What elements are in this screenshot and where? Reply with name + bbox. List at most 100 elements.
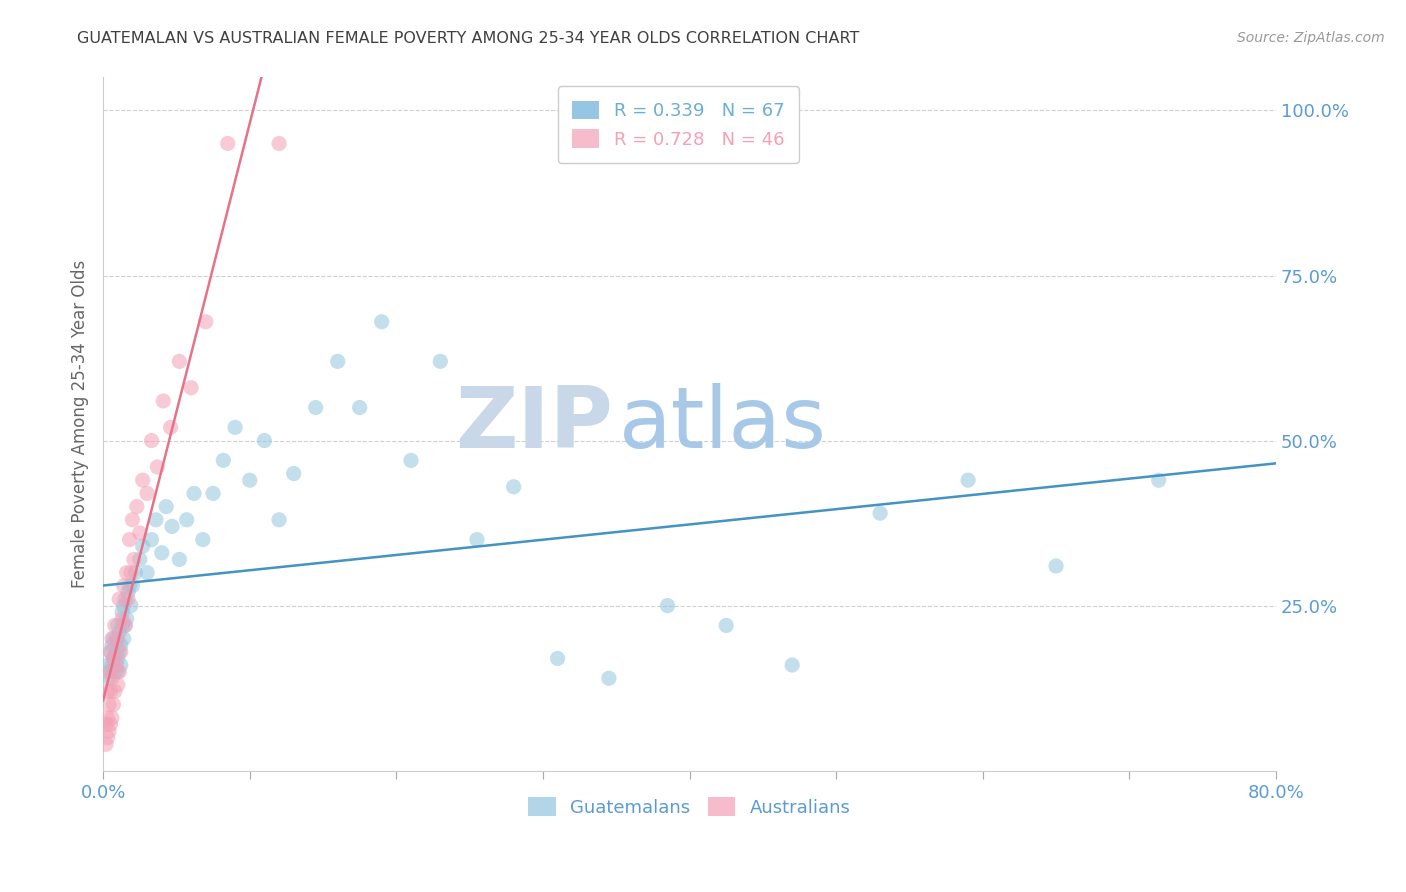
Point [117,592,139,607]
Point [132,539,155,553]
Point [104,684,127,698]
Point [111,618,134,632]
Point [104,651,127,665]
Point [191,533,214,547]
Point [105,645,128,659]
Point [141,533,163,547]
Point [122,552,145,566]
Point [957,473,980,487]
Point [105,632,128,646]
Point [125,500,148,514]
Point [101,632,124,646]
Point [107,618,129,632]
Point [94,717,117,731]
Point [141,434,163,448]
Point [176,513,198,527]
Point [98,698,121,712]
Point [370,315,392,329]
Point [502,480,524,494]
Point [101,638,124,652]
Point [305,401,328,415]
Point [108,645,131,659]
Point [253,434,276,448]
Point [212,453,235,467]
Point [714,618,737,632]
Point [267,513,290,527]
Point [145,513,167,527]
Y-axis label: Female Poverty Among 25-34 Year Olds: Female Poverty Among 25-34 Year Olds [72,260,89,588]
Point [217,136,239,151]
Point [115,566,138,580]
Point [869,506,891,520]
Point [547,651,569,665]
Point [108,592,131,607]
Point [112,632,135,646]
Point [100,665,122,679]
Point [112,579,135,593]
Point [108,665,131,679]
Point [124,566,146,580]
Point [104,665,127,679]
Point [114,592,136,607]
Point [103,651,125,665]
Point [399,453,422,467]
Point [110,658,132,673]
Point [239,473,262,487]
Point [159,420,181,434]
Point [96,658,118,673]
Point [100,717,122,731]
Text: ZIP: ZIP [456,383,613,466]
Point [283,467,305,481]
Legend: Guatemalans, Australians: Guatemalans, Australians [522,790,858,824]
Point [120,566,142,580]
Point [118,579,141,593]
Point [120,599,142,613]
Point [104,618,127,632]
Point [96,711,118,725]
Point [114,618,136,632]
Point [169,552,191,566]
Point [169,354,191,368]
Point [103,651,125,665]
Point [152,394,174,409]
Point [136,486,159,500]
Point [105,658,128,673]
Point [326,354,349,368]
Point [780,658,803,673]
Point [121,513,143,527]
Point [136,566,159,580]
Point [110,645,132,659]
Point [110,638,132,652]
Text: Source: ZipAtlas.com: Source: ZipAtlas.com [1237,31,1385,45]
Point [202,486,225,500]
Point [155,500,177,514]
Point [101,671,124,685]
Point [160,519,183,533]
Point [107,651,129,665]
Point [114,618,136,632]
Point [657,599,679,613]
Point [183,486,205,500]
Point [180,381,202,395]
Point [128,552,150,566]
Point [429,354,451,368]
Text: GUATEMALAN VS AUSTRALIAN FEMALE POVERTY AMONG 25-34 YEAR OLDS CORRELATION CHART: GUATEMALAN VS AUSTRALIAN FEMALE POVERTY … [77,31,859,46]
Point [1147,473,1170,487]
Point [1045,559,1067,574]
Point [96,731,118,745]
Point [112,599,135,613]
Point [121,579,143,593]
Point [98,724,121,739]
Point [465,533,488,547]
Point [107,678,129,692]
Point [103,632,125,646]
Point [98,665,121,679]
Point [132,473,155,487]
Point [349,401,371,415]
Point [101,658,124,673]
Point [103,698,125,712]
Point [98,671,121,685]
Point [224,420,246,434]
Point [117,585,139,599]
Point [100,645,122,659]
